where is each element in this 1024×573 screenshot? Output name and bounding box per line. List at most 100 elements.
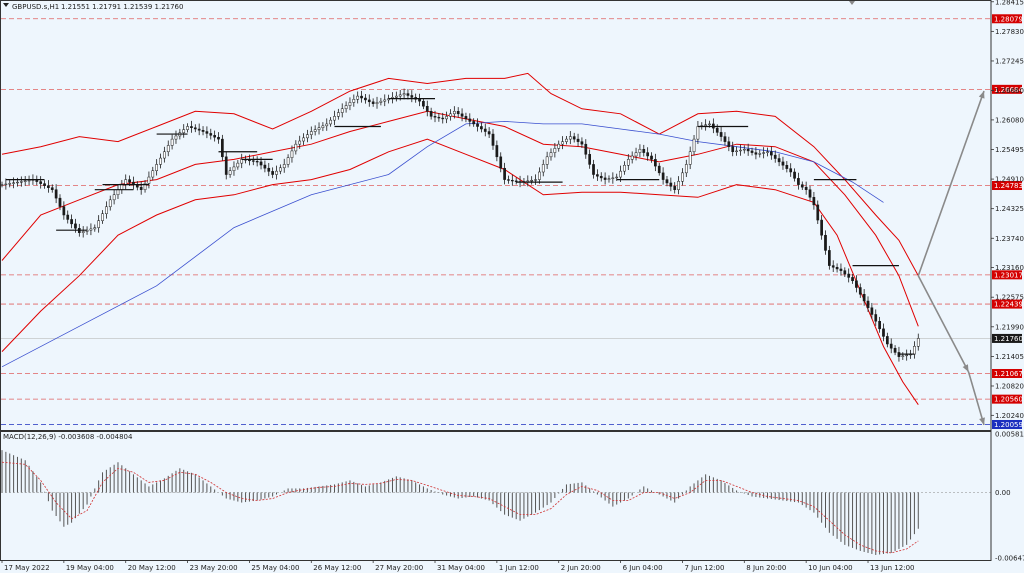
candle-body <box>599 175 603 179</box>
candle-body <box>851 277 854 282</box>
candle-body <box>715 127 719 133</box>
candle-body <box>163 151 166 159</box>
candle-body <box>267 167 271 172</box>
candle-body <box>607 178 611 180</box>
candle-body <box>576 138 580 142</box>
candle-body <box>23 180 27 182</box>
candle-body <box>797 178 800 185</box>
macd-y-tick-label: -0.006478 <box>995 554 1024 562</box>
candle-body <box>422 100 425 107</box>
candle-body <box>105 206 108 214</box>
candle-body <box>50 187 54 190</box>
y-tick-label: 1.25495 <box>995 146 1024 154</box>
candle-body <box>360 95 363 99</box>
candle-body <box>669 182 673 187</box>
y-tick-label: 1.22575 <box>995 294 1024 302</box>
candle-body <box>333 116 336 121</box>
candle-body <box>766 151 769 153</box>
candle-body <box>638 148 642 153</box>
candle-body <box>232 166 236 171</box>
candle-body <box>816 204 820 221</box>
candle-body <box>182 129 186 134</box>
candle-body <box>394 95 398 98</box>
x-tick-label: 31 May 04:00 <box>437 564 485 572</box>
candles <box>0 88 920 362</box>
macd-label: MACD(12,26,9) -0.003608 -0.004804 <box>3 433 133 441</box>
candle-body <box>340 108 344 113</box>
candle-body <box>201 130 205 132</box>
candle-body <box>673 186 677 190</box>
candle-body <box>870 307 874 315</box>
collapse-triangle-icon[interactable] <box>3 3 9 7</box>
candle-body <box>379 100 383 103</box>
x-tick-label: 19 May 04:00 <box>66 564 114 572</box>
macd-y-tick-label: 0.00 <box>995 489 1011 497</box>
y-tick-label: 1.23160 <box>995 264 1024 272</box>
candle-body <box>688 151 692 165</box>
candle-body <box>120 184 124 190</box>
bollinger-upper-line <box>1 72 919 276</box>
candle-body <box>367 99 371 103</box>
x-tick-label: 7 Jun 12:00 <box>684 564 724 572</box>
candle-body <box>236 162 240 168</box>
candle-body <box>789 168 793 173</box>
level-badge <box>992 368 1022 378</box>
candle-body <box>824 234 827 251</box>
candle-body <box>754 152 758 155</box>
candle-body <box>464 116 468 120</box>
candle-body <box>820 219 823 236</box>
candle-body <box>650 155 653 160</box>
ohlc-label: 1.21551 1.21791 1.21539 1.21760 <box>61 3 183 11</box>
y-tick-label: 1.23740 <box>995 235 1024 243</box>
candle-body <box>8 183 12 185</box>
candle-body <box>634 152 638 157</box>
candle-body <box>723 136 727 142</box>
candle-body <box>843 270 847 275</box>
candle-body <box>456 111 460 115</box>
candle-body <box>124 179 128 185</box>
candle-body <box>889 343 893 349</box>
candle-body <box>561 141 564 145</box>
symbol-label: GBPUSD.s,H1 <box>12 3 59 11</box>
candle-body <box>27 179 31 182</box>
candle-body <box>58 197 62 207</box>
candle-body <box>553 148 557 153</box>
candle-body <box>913 346 916 355</box>
candle-body <box>503 167 506 180</box>
candle-body <box>54 189 58 199</box>
candle-body <box>858 287 862 295</box>
x-tick-label: 26 May 12:00 <box>313 564 361 572</box>
candle-body <box>742 148 746 151</box>
candle-body <box>228 170 232 175</box>
candle-body <box>804 186 808 190</box>
candle-body <box>491 133 495 146</box>
candle-body <box>480 126 483 130</box>
candle-body <box>275 170 278 175</box>
candle-body <box>205 131 209 134</box>
y-tick-label: 1.20240 <box>995 412 1024 420</box>
candle-body <box>0 184 4 186</box>
candle-body <box>472 121 476 125</box>
x-tick-label: 20 May 12:00 <box>128 564 176 572</box>
candle-body <box>878 320 881 330</box>
candle-body <box>696 126 700 140</box>
candle-body <box>584 143 588 155</box>
candle-body <box>356 95 360 100</box>
candle-body <box>298 140 302 145</box>
y-tick-label: 1.20820 <box>995 382 1024 390</box>
candle-body <box>619 170 622 178</box>
candle-body <box>510 179 514 182</box>
candle-body <box>12 182 15 184</box>
candle-body <box>665 179 669 184</box>
candle-body <box>112 194 116 201</box>
candle-body <box>309 131 313 135</box>
candle-body <box>329 119 332 125</box>
candle-body <box>507 179 510 181</box>
candle-body <box>263 164 267 169</box>
candle-body <box>4 183 8 186</box>
candle-body <box>901 355 905 357</box>
candle-body <box>719 132 723 137</box>
candle-body <box>692 138 696 153</box>
candle-body <box>410 95 414 98</box>
